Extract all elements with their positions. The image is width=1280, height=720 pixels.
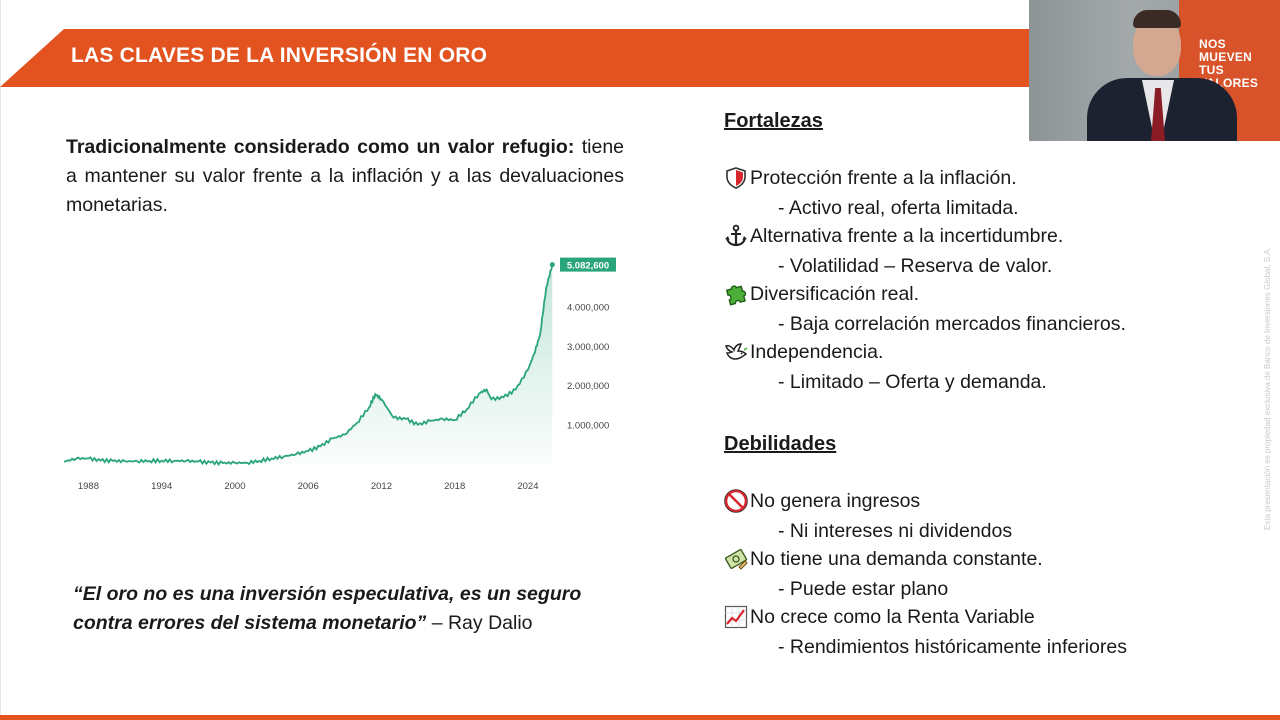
chart-x-tick-label: 2000 bbox=[224, 481, 245, 492]
chart-last-value-label: 5.082,600 bbox=[567, 261, 609, 272]
anchor-icon bbox=[724, 224, 748, 248]
strength-item-inflation: Protección frente a la inflación. bbox=[724, 166, 1017, 190]
prohibited-icon bbox=[724, 489, 748, 513]
intro-bold-text: Tradicionalmente considerado como un val… bbox=[66, 136, 575, 158]
strength-label: Independencia. bbox=[750, 340, 884, 363]
chart-area-fill bbox=[64, 264, 553, 465]
chart-y-tick-label: 1.000,000 bbox=[567, 420, 609, 431]
chart-y-tick-label: 2.000,000 bbox=[567, 381, 609, 392]
side-disclaimer: Esta presentación es propiedad exclusiva… bbox=[1263, 190, 1277, 530]
strength-label: Alternativa frente a la incertidumbre. bbox=[750, 224, 1064, 247]
wall-text-line: MUEVEN bbox=[1199, 50, 1253, 64]
chart-x-tick-label: 1994 bbox=[151, 481, 172, 492]
wall-text-line: NOS bbox=[1199, 37, 1226, 51]
presenter-hair bbox=[1133, 10, 1181, 28]
webcam-video: NOS MUEVEN TUS VALORES bbox=[1029, 0, 1280, 141]
strengths-title: Fortalezas bbox=[724, 110, 823, 132]
strength-sub: - Volatilidad – Reserva de valor. bbox=[778, 255, 1053, 277]
intro-text: tiene a mantener su valor frente a la in… bbox=[66, 136, 625, 216]
chart-x-tick-label: 2018 bbox=[444, 481, 465, 492]
chart-last-point bbox=[549, 262, 555, 268]
strength-label: Protección frente a la inflación. bbox=[750, 166, 1017, 189]
wall-text-line: TUS bbox=[1199, 63, 1224, 77]
strength-sub: - Baja correlación mercados financieros. bbox=[778, 313, 1126, 335]
chart-x-tick-label: 1988 bbox=[78, 481, 99, 492]
weakness-label: No genera ingresos bbox=[750, 489, 921, 512]
strength-sub: - Limitado – Oferta y demanda. bbox=[778, 371, 1047, 393]
weakness-sub: - Puede estar plano bbox=[778, 578, 949, 600]
chart-y-tick-label: 3.000,000 bbox=[567, 342, 609, 353]
weakness-item-income: No genera ingresos bbox=[724, 489, 920, 513]
chart-last-value-badge bbox=[560, 257, 616, 272]
side-disclaimer-text: Esta presentación es propiedad exclusiva… bbox=[1263, 247, 1272, 530]
chart-increasing-icon bbox=[724, 605, 748, 629]
chart-x-tick-label: 2006 bbox=[298, 481, 319, 492]
strength-label: Diversificación real. bbox=[750, 282, 920, 305]
chart-x-tick-label: 2012 bbox=[371, 481, 392, 492]
chart-svg: 5.082,600 1.000,000 2.000,000 3.000,000 4.00… bbox=[63, 257, 616, 492]
strength-sub: - Activo real, oferta limitada. bbox=[778, 197, 1019, 219]
slide-title: LAS CLAVES DE LA INVERSIÓN EN ORO bbox=[71, 44, 488, 67]
weakness-item-demand: No tiene una demanda constante. bbox=[724, 547, 1043, 571]
shield-icon bbox=[724, 166, 748, 190]
puzzle-icon bbox=[724, 282, 748, 306]
money-icon bbox=[724, 547, 748, 571]
weakness-item-growth: No crece como la Renta Variable bbox=[724, 605, 1035, 629]
bottom-rule bbox=[0, 715, 1280, 720]
weakness-sub: - Ni intereses ni dividendos bbox=[778, 520, 1013, 542]
quote-text: “El oro no es una inversión especulativa… bbox=[73, 583, 582, 634]
weakness-sub: - Rendimientos históricamente inferiores bbox=[778, 636, 1127, 658]
strength-item-diversification: Diversificación real. bbox=[724, 282, 919, 306]
presenter-tie bbox=[1151, 88, 1165, 141]
gold-price-chart: 5.082,600 1.000,000 2.000,000 3.000,000 4.00… bbox=[60, 250, 630, 500]
quote: “El oro no es una inversión especulativa… bbox=[73, 580, 633, 638]
weakness-label: No tiene una demanda constante. bbox=[750, 547, 1043, 570]
dove-icon bbox=[724, 340, 748, 364]
quote-author: – Ray Dalio bbox=[426, 612, 533, 634]
chart-series-line bbox=[63, 264, 554, 467]
strength-item-uncertainty: Alternativa frente a la incertidumbre. bbox=[724, 224, 1063, 248]
weakness-label: No crece como la Renta Variable bbox=[750, 605, 1035, 628]
title-banner bbox=[0, 29, 1040, 87]
chart-x-tick-label: 2024 bbox=[517, 481, 538, 492]
strength-item-independence: Independencia. bbox=[724, 340, 883, 364]
chart-y-tick-label: 4.000,000 bbox=[567, 303, 609, 314]
weaknesses-title: Debilidades bbox=[724, 433, 837, 455]
intro-paragraph: Tradicionalmente considerado como un val… bbox=[66, 133, 624, 220]
